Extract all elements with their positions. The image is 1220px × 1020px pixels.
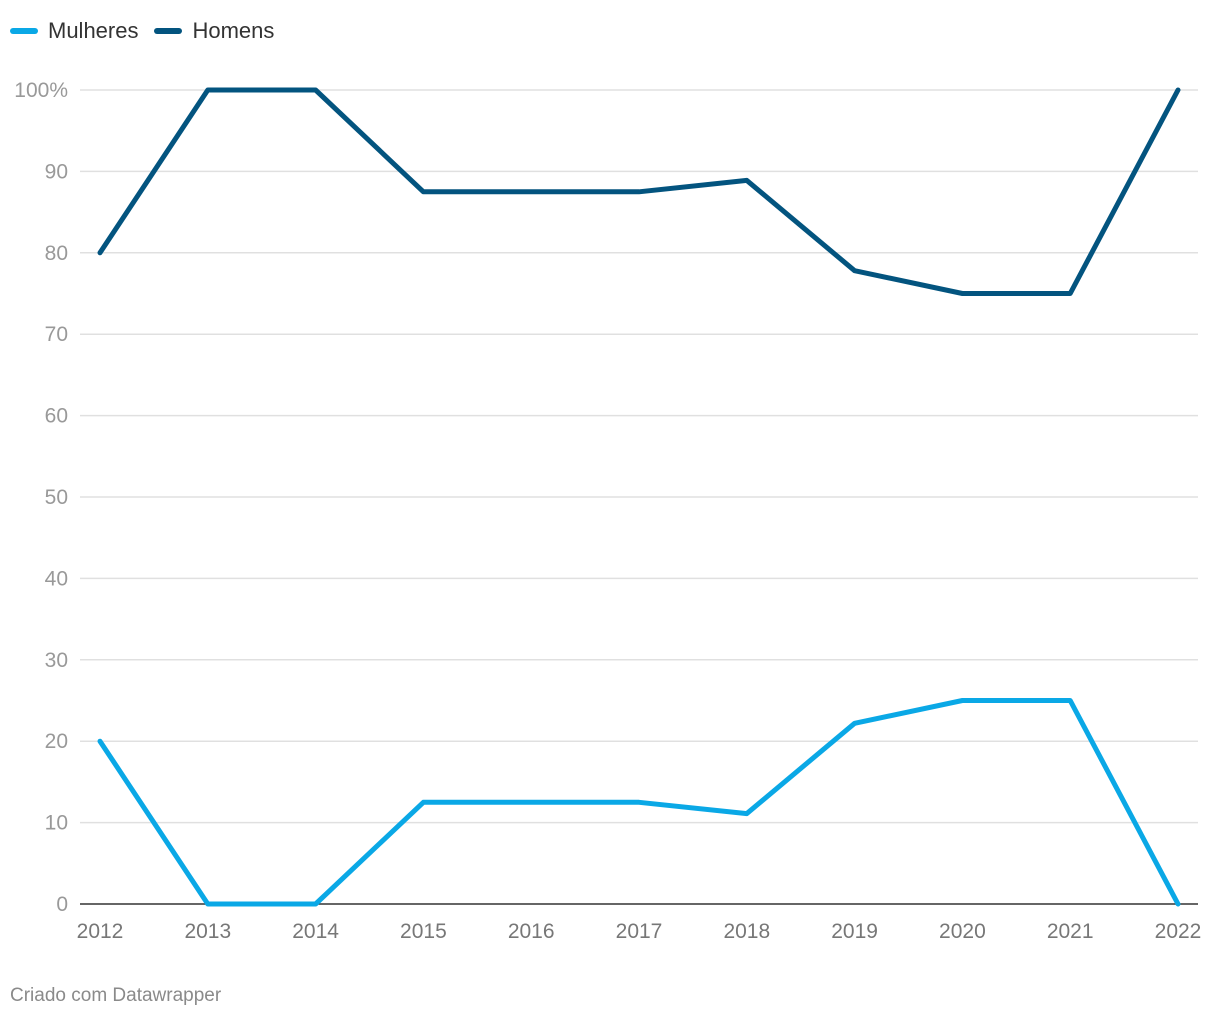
- x-tick-label: 2012: [77, 920, 124, 943]
- y-tick-label: 60: [45, 405, 68, 428]
- y-tick-label: 70: [45, 323, 68, 346]
- legend: Mulheres Homens: [10, 18, 274, 44]
- footer-credit: Criado com Datawrapper: [10, 985, 222, 1006]
- x-tick-label: 2018: [723, 920, 770, 943]
- y-tick-label: 20: [45, 730, 68, 753]
- y-tick-label: 90: [45, 160, 68, 183]
- legend-label-homens: Homens: [192, 18, 275, 43]
- legend-item-mulheres: Mulheres: [10, 18, 138, 44]
- y-tick-label: 30: [45, 649, 68, 672]
- legend-swatch-homens: [154, 28, 183, 34]
- y-tick-label: 50: [45, 486, 68, 509]
- x-tick-label: 2014: [292, 920, 339, 943]
- x-tick-label: 2022: [1155, 920, 1202, 943]
- x-tick-label: 2019: [831, 920, 878, 943]
- y-tick-label: 80: [45, 242, 68, 265]
- x-tick-label: 2021: [1047, 920, 1094, 943]
- x-tick-label: 2017: [616, 920, 663, 943]
- legend-swatch-mulheres: [10, 28, 38, 34]
- x-tick-label: 2015: [400, 920, 447, 943]
- y-tick-label: 0: [56, 893, 68, 916]
- legend-label-mulheres: Mulheres: [48, 18, 139, 43]
- y-tick-label: 40: [45, 567, 68, 590]
- series-line-mulheres: [97, 698, 1181, 907]
- x-tick-label: 2016: [508, 920, 555, 943]
- legend-item-homens: Homens: [154, 18, 274, 44]
- y-tick-label: 100%: [14, 79, 68, 102]
- line-chart: 0 10 20 30 40 50 60 70 80 90 100% 2012 2013 2014 2015 2…: [14, 79, 1202, 943]
- x-tick-label: 2013: [184, 920, 231, 943]
- series-line-homens: [97, 87, 1181, 296]
- y-tick-label: 10: [45, 812, 68, 835]
- x-tick-label: 2020: [939, 920, 986, 943]
